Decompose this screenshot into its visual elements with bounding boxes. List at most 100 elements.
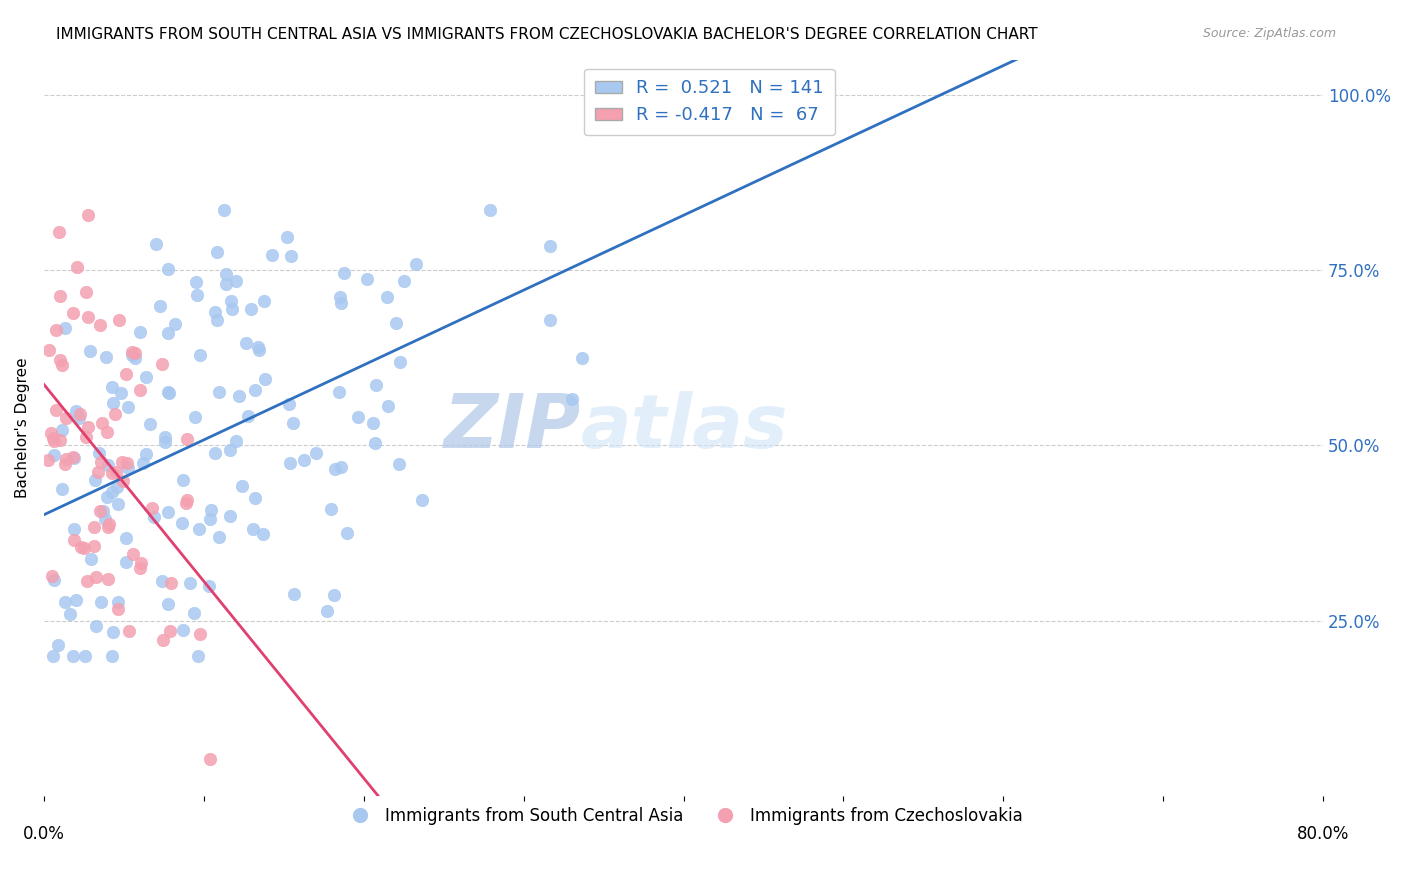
- Point: [132, 456, 155, 470]
- Point: [135, 447, 157, 461]
- Point: [62, 306, 84, 320]
- Point: [277, 397, 299, 411]
- Point: [96, 491, 118, 505]
- Point: [77, 310, 100, 324]
- Point: [96, 350, 118, 364]
- Point: [58, 607, 80, 621]
- Point: [153, 430, 176, 444]
- Point: [361, 416, 384, 430]
- Point: [218, 509, 240, 524]
- Point: [63, 451, 86, 466]
- Point: [129, 557, 152, 571]
- Point: [150, 357, 173, 371]
- Point: [121, 345, 143, 359]
- Point: [135, 369, 157, 384]
- Point: [219, 293, 242, 308]
- Point: [316, 604, 339, 618]
- Point: [174, 495, 197, 509]
- Point: [101, 467, 124, 481]
- Point: [89, 504, 111, 518]
- Point: [41, 431, 63, 445]
- Point: [170, 516, 193, 531]
- Text: IMMIGRANTS FROM SOUTH CENTRAL ASIA VS IMMIGRANTS FROM CZECHOSLOVAKIA BACHELOR'S : IMMIGRANTS FROM SOUTH CENTRAL ASIA VS IM…: [56, 27, 1038, 42]
- Point: [96, 425, 118, 439]
- Point: [121, 348, 143, 362]
- Point: [62, 648, 84, 663]
- Point: [63, 533, 86, 547]
- Point: [53, 595, 76, 609]
- Point: [101, 380, 124, 394]
- Point: [187, 648, 209, 663]
- Point: [51, 482, 73, 496]
- Point: [94, 511, 117, 525]
- Point: [276, 230, 298, 244]
- Point: [87, 446, 110, 460]
- Point: [347, 409, 370, 424]
- Point: [139, 417, 162, 432]
- Point: [110, 385, 132, 400]
- Point: [111, 474, 134, 488]
- Point: [228, 389, 250, 403]
- Point: [141, 500, 163, 515]
- Point: [204, 445, 226, 459]
- Point: [538, 239, 561, 253]
- Point: [103, 625, 125, 640]
- Point: [53, 321, 76, 335]
- Point: [281, 417, 304, 431]
- Point: [46, 638, 69, 652]
- Point: [186, 288, 208, 302]
- Point: [160, 575, 183, 590]
- Point: [538, 313, 561, 327]
- Text: atlas: atlas: [581, 392, 789, 464]
- Point: [90, 455, 112, 469]
- Point: [219, 443, 242, 458]
- Point: [364, 436, 387, 450]
- Point: [205, 313, 228, 327]
- Point: [478, 202, 501, 217]
- Point: [571, 351, 593, 365]
- Point: [375, 290, 398, 304]
- Point: [128, 383, 150, 397]
- Point: [104, 465, 127, 479]
- Point: [51, 358, 73, 372]
- Point: [97, 517, 120, 532]
- Point: [329, 459, 352, 474]
- Point: [83, 540, 105, 554]
- Point: [205, 245, 228, 260]
- Point: [252, 526, 274, 541]
- Point: [86, 465, 108, 479]
- Point: [304, 446, 326, 460]
- Point: [69, 407, 91, 421]
- Point: [165, 317, 187, 331]
- Point: [65, 403, 87, 417]
- Point: [225, 434, 247, 448]
- Point: [183, 606, 205, 620]
- Point: [198, 752, 221, 766]
- Point: [115, 456, 138, 470]
- Point: [124, 351, 146, 366]
- Point: [157, 326, 180, 340]
- Point: [118, 624, 141, 638]
- Point: [107, 496, 129, 510]
- Point: [90, 416, 112, 430]
- Point: [356, 272, 378, 286]
- Point: [236, 409, 259, 423]
- Point: [76, 208, 98, 222]
- Point: [278, 456, 301, 470]
- Point: [70, 540, 93, 554]
- Point: [262, 248, 284, 262]
- Point: [283, 587, 305, 601]
- Point: [117, 461, 139, 475]
- Point: [89, 318, 111, 333]
- Point: [335, 526, 357, 541]
- Point: [62, 522, 84, 536]
- Text: 0.0%: 0.0%: [22, 825, 65, 843]
- Point: [129, 326, 152, 340]
- Point: [41, 569, 63, 583]
- Point: [172, 623, 194, 637]
- Point: [204, 304, 226, 318]
- Y-axis label: Bachelor's Degree: Bachelor's Degree: [15, 358, 30, 498]
- Point: [44, 573, 66, 587]
- Point: [231, 479, 253, 493]
- Point: [221, 302, 243, 317]
